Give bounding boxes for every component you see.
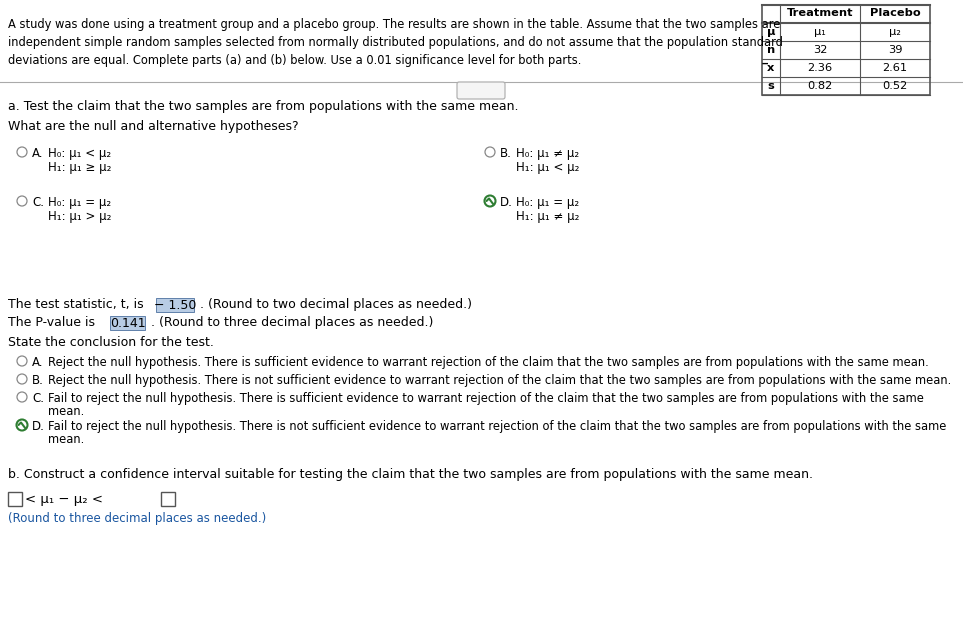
Text: The test statistic, t, is: The test statistic, t, is xyxy=(8,298,143,311)
Circle shape xyxy=(17,147,27,157)
Text: μ: μ xyxy=(767,27,775,37)
Text: H₀: μ₁ = μ₂: H₀: μ₁ = μ₂ xyxy=(48,196,111,209)
Text: ̅x: ̅x xyxy=(768,63,774,73)
Text: . (Round to three decimal places as needed.): . (Round to three decimal places as need… xyxy=(147,316,433,329)
Text: A study was done using a treatment group and a placebo group. The results are sh: A study was done using a treatment group… xyxy=(8,18,780,31)
Text: C.: C. xyxy=(32,392,44,405)
Text: Fail to reject the null hypothesis. There is not sufficient evidence to warrant : Fail to reject the null hypothesis. Ther… xyxy=(48,420,947,433)
Text: State the conclusion for the test.: State the conclusion for the test. xyxy=(8,336,214,349)
Circle shape xyxy=(17,374,27,384)
Text: μ₁: μ₁ xyxy=(814,27,826,37)
Text: s: s xyxy=(768,81,774,91)
Text: mean.: mean. xyxy=(48,433,84,446)
FancyBboxPatch shape xyxy=(457,82,505,99)
Text: b. Construct a confidence interval suitable for testing the claim that the two s: b. Construct a confidence interval suita… xyxy=(8,468,813,481)
Text: H₁: μ₁ > μ₂: H₁: μ₁ > μ₂ xyxy=(48,210,112,223)
Text: Treatment: Treatment xyxy=(787,8,853,18)
Text: Reject the null hypothesis. There is not sufficient evidence to warrant rejectio: Reject the null hypothesis. There is not… xyxy=(48,374,951,387)
Text: 0.82: 0.82 xyxy=(807,81,833,91)
Text: A.: A. xyxy=(32,356,43,369)
Text: H₀: μ₁ = μ₂: H₀: μ₁ = μ₂ xyxy=(516,196,579,209)
Bar xyxy=(156,298,194,312)
Circle shape xyxy=(17,356,27,366)
Text: n: n xyxy=(767,45,775,55)
Text: D.: D. xyxy=(500,196,513,209)
Text: < μ₁ − μ₂ <: < μ₁ − μ₂ < xyxy=(25,493,103,506)
Bar xyxy=(8,492,22,506)
Bar xyxy=(762,5,930,95)
Circle shape xyxy=(17,196,27,206)
Text: H₁: μ₁ ≥ μ₂: H₁: μ₁ ≥ μ₂ xyxy=(48,161,112,174)
Text: H₀: μ₁ < μ₂: H₀: μ₁ < μ₂ xyxy=(48,147,111,160)
Text: − 1.50: − 1.50 xyxy=(154,299,196,312)
Text: What are the null and alternative hypotheses?: What are the null and alternative hypoth… xyxy=(8,120,299,133)
Circle shape xyxy=(17,392,27,402)
Circle shape xyxy=(484,196,496,206)
Text: (Round to three decimal places as needed.): (Round to three decimal places as needed… xyxy=(8,512,266,525)
Text: H₁: μ₁ ≠ μ₂: H₁: μ₁ ≠ μ₂ xyxy=(516,210,580,223)
Text: 39: 39 xyxy=(888,45,902,55)
Text: B.: B. xyxy=(32,374,44,387)
Text: A.: A. xyxy=(32,147,43,160)
Text: 32: 32 xyxy=(813,45,827,55)
Text: independent simple random samples selected from normally distributed populations: independent simple random samples select… xyxy=(8,36,783,49)
Bar xyxy=(762,5,930,95)
Text: mean.: mean. xyxy=(48,405,84,418)
Circle shape xyxy=(485,147,495,157)
Text: Reject the null hypothesis. There is sufficient evidence to warrant rejection of: Reject the null hypothesis. There is suf… xyxy=(48,356,928,369)
Text: D.: D. xyxy=(32,420,45,433)
Text: Placebo: Placebo xyxy=(870,8,921,18)
Text: 0.141: 0.141 xyxy=(110,317,145,330)
Text: 2.36: 2.36 xyxy=(807,63,833,73)
Text: H₁: μ₁ < μ₂: H₁: μ₁ < μ₂ xyxy=(516,161,580,174)
Bar xyxy=(110,316,145,330)
Text: H₀: μ₁ ≠ μ₂: H₀: μ₁ ≠ μ₂ xyxy=(516,147,579,160)
Bar xyxy=(161,492,175,506)
Text: 2.61: 2.61 xyxy=(882,63,907,73)
Text: Fail to reject the null hypothesis. There is sufficient evidence to warrant reje: Fail to reject the null hypothesis. Ther… xyxy=(48,392,924,405)
Text: μ₂: μ₂ xyxy=(889,27,901,37)
Text: The P-value is: The P-value is xyxy=(8,316,95,329)
Text: . . . . .: . . . . . xyxy=(468,87,494,96)
Text: . (Round to two decimal places as needed.): . (Round to two decimal places as needed… xyxy=(196,298,472,311)
Text: B.: B. xyxy=(500,147,512,160)
Text: C.: C. xyxy=(32,196,44,209)
Text: a. Test the claim that the two samples are from populations with the same mean.: a. Test the claim that the two samples a… xyxy=(8,100,518,113)
Text: 0.52: 0.52 xyxy=(882,81,907,91)
Circle shape xyxy=(16,420,28,430)
Text: deviations are equal. Complete parts (a) and (b) below. Use a 0.01 significance : deviations are equal. Complete parts (a)… xyxy=(8,54,582,67)
